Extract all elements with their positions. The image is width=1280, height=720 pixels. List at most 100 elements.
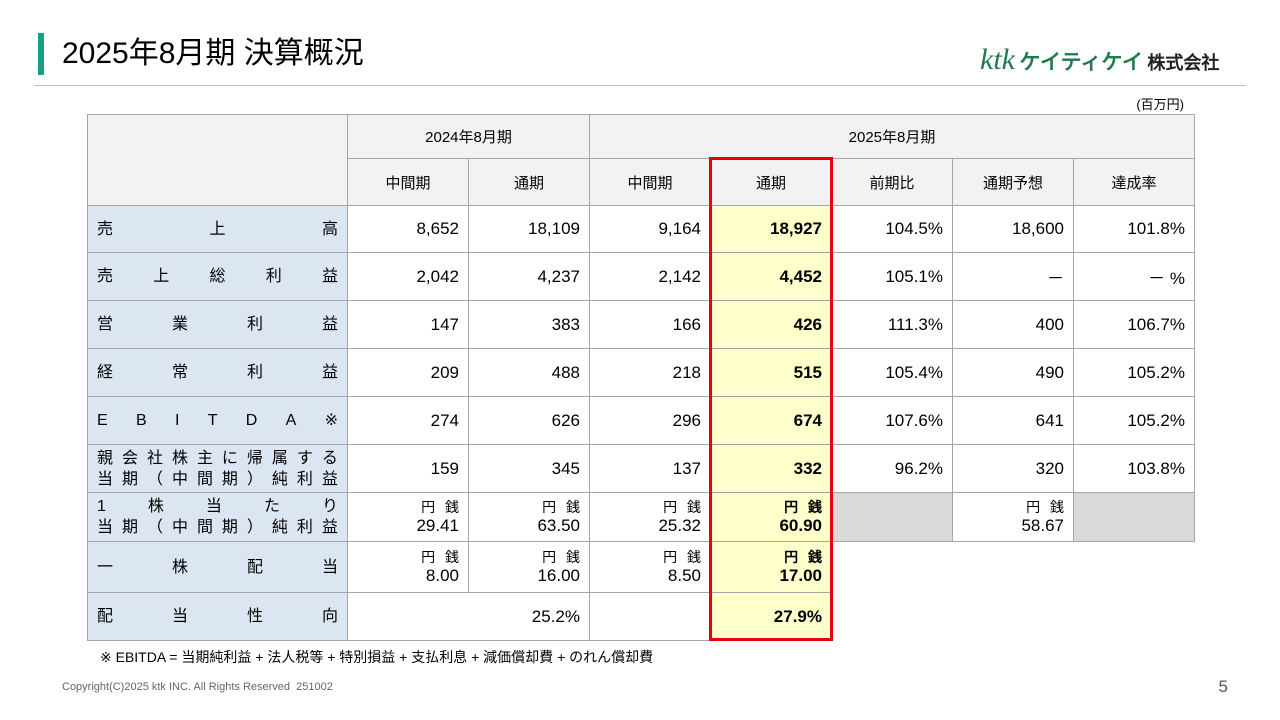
column-header: 前期比 (831, 158, 953, 206)
copyright: Copyright(C)2025 ktk INC. All Rights Res… (62, 681, 333, 693)
page-number: 5 (1218, 677, 1228, 696)
unit-note: (百万円) (1136, 97, 1184, 112)
row-label: 配当性向 (87, 592, 348, 641)
row-label: 営業利益 (87, 300, 348, 349)
row-label-line: E B I T D A ※ (97, 412, 338, 429)
group-header: 2025年8月期 (589, 114, 1195, 159)
empty-cell (1073, 492, 1195, 542)
value-cell: 105.4% (831, 348, 953, 397)
value-cell: 4,452 (710, 252, 832, 301)
value-cell: 円 銭 16.00 (468, 541, 590, 593)
value-cell: 円 銭 8.50 (589, 541, 711, 593)
value-cell: 円 銭 29.41 (347, 492, 469, 542)
logo-kana: ケイティケイ (1019, 51, 1143, 74)
value-cell: 27.9% (710, 592, 832, 641)
row-label-line: 売上総利益 (97, 268, 338, 285)
logo-company: 株式会社 (1147, 53, 1220, 73)
value-cell: 2,042 (347, 252, 469, 301)
row-label: 1 株当たり当期（中間期）純利益 (87, 492, 348, 542)
unit-label: 円 銭 (542, 499, 583, 515)
highlight-frame (709, 157, 833, 641)
value: 17.00 (779, 566, 822, 585)
value: 16.00 (537, 566, 580, 585)
row-label-line: 経常利益 (97, 364, 338, 381)
row-label-line: 当期（中間期）純利益 (97, 519, 338, 536)
column-header: 中間期 (589, 158, 711, 206)
row-label-line: 当期（中間期）純利益 (97, 470, 338, 488)
value-cell: 4,237 (468, 252, 590, 301)
value-cell: 111.3% (831, 300, 953, 349)
value-cell: 296 (589, 396, 711, 445)
unit-label: 円 銭 (663, 549, 704, 565)
row-label-line: 営業利益 (97, 316, 338, 333)
value-cell: 400 (952, 300, 1074, 349)
header-corner (87, 114, 348, 206)
value-cell: 105.2% (1073, 348, 1195, 397)
value-cell: 137 (589, 444, 711, 493)
unit-label: 円 銭 (784, 499, 825, 515)
value-cell: 209 (347, 348, 469, 397)
value-cell: 641 (952, 396, 1074, 445)
row-label-line: 配当性向 (97, 608, 338, 625)
value-cell: 147 (347, 300, 469, 349)
unit-label: 円 銭 (542, 549, 583, 565)
unit-label: 円 銭 (421, 499, 462, 515)
logo-brand: ktk (980, 43, 1015, 76)
row-label-line: 親会社株主に帰属する (97, 449, 338, 467)
column-header: 通期予想 (952, 158, 1074, 206)
column-header: 達成率 (1073, 158, 1195, 206)
row-label: 売上高 (87, 205, 348, 253)
divider (34, 85, 1246, 86)
value-cell: 332 (710, 444, 832, 493)
value-cell: 9,164 (589, 205, 711, 253)
title: 2025年8月期 決算概況 (62, 37, 364, 70)
value-cell: 159 (347, 444, 469, 493)
row-label: 親会社株主に帰属する当期（中間期）純利益 (87, 444, 348, 493)
column-header: 通期 (468, 158, 590, 206)
value-cell: 18,600 (952, 205, 1074, 253)
value-cell: 515 (710, 348, 832, 397)
value-cell: 218 (589, 348, 711, 397)
value-cell: 円 銭 17.00 (710, 541, 832, 593)
value-cell: 274 (347, 396, 469, 445)
value-cell: 166 (589, 300, 711, 349)
value: 29.41 (416, 516, 459, 535)
unit-label: 円 銭 (421, 549, 462, 565)
value-cell: 円 銭 58.67 (952, 492, 1074, 542)
value-cell: 8,652 (347, 205, 469, 253)
value-cell: 25.2% (347, 592, 590, 641)
value-cell: 104.5% (831, 205, 953, 253)
value-cell: 383 (468, 300, 590, 349)
value-cell: － % (1073, 252, 1195, 301)
value: 63.50 (537, 516, 580, 535)
value: 58.67 (1021, 516, 1064, 535)
value-cell: 18,109 (468, 205, 590, 253)
value-cell: 674 (710, 396, 832, 445)
empty-cell (831, 492, 953, 542)
value-cell: 96.2% (831, 444, 953, 493)
value: 8.50 (667, 566, 701, 585)
value-cell: 103.8% (1073, 444, 1195, 493)
value-cell: 101.8% (1073, 205, 1195, 253)
column-header: 通期 (710, 158, 832, 206)
value-cell: 488 (468, 348, 590, 397)
row-label: 売上総利益 (87, 252, 348, 301)
value: 25.32 (658, 516, 701, 535)
footnote: ※ EBITDA = 当期純利益 + 法人税等 + 特別損益 + 支払利息 + … (100, 649, 654, 665)
column-header: 中間期 (347, 158, 469, 206)
unit-label: 円 銭 (1026, 499, 1067, 515)
value-cell: 626 (468, 396, 590, 445)
logo: ktk ケイティケイ 株式会社 (980, 44, 1219, 81)
value-cell: 2,142 (589, 252, 711, 301)
value-cell: 107.6% (831, 396, 953, 445)
row-label: 経常利益 (87, 348, 348, 397)
title-bar (38, 33, 44, 75)
value-cell: 円 銭 63.50 (468, 492, 590, 542)
value-cell: － (952, 252, 1074, 301)
value-cell: 320 (952, 444, 1074, 493)
value-cell: 490 (952, 348, 1074, 397)
row-label: 一株配当 (87, 541, 348, 593)
unit-label: 円 銭 (784, 549, 825, 565)
